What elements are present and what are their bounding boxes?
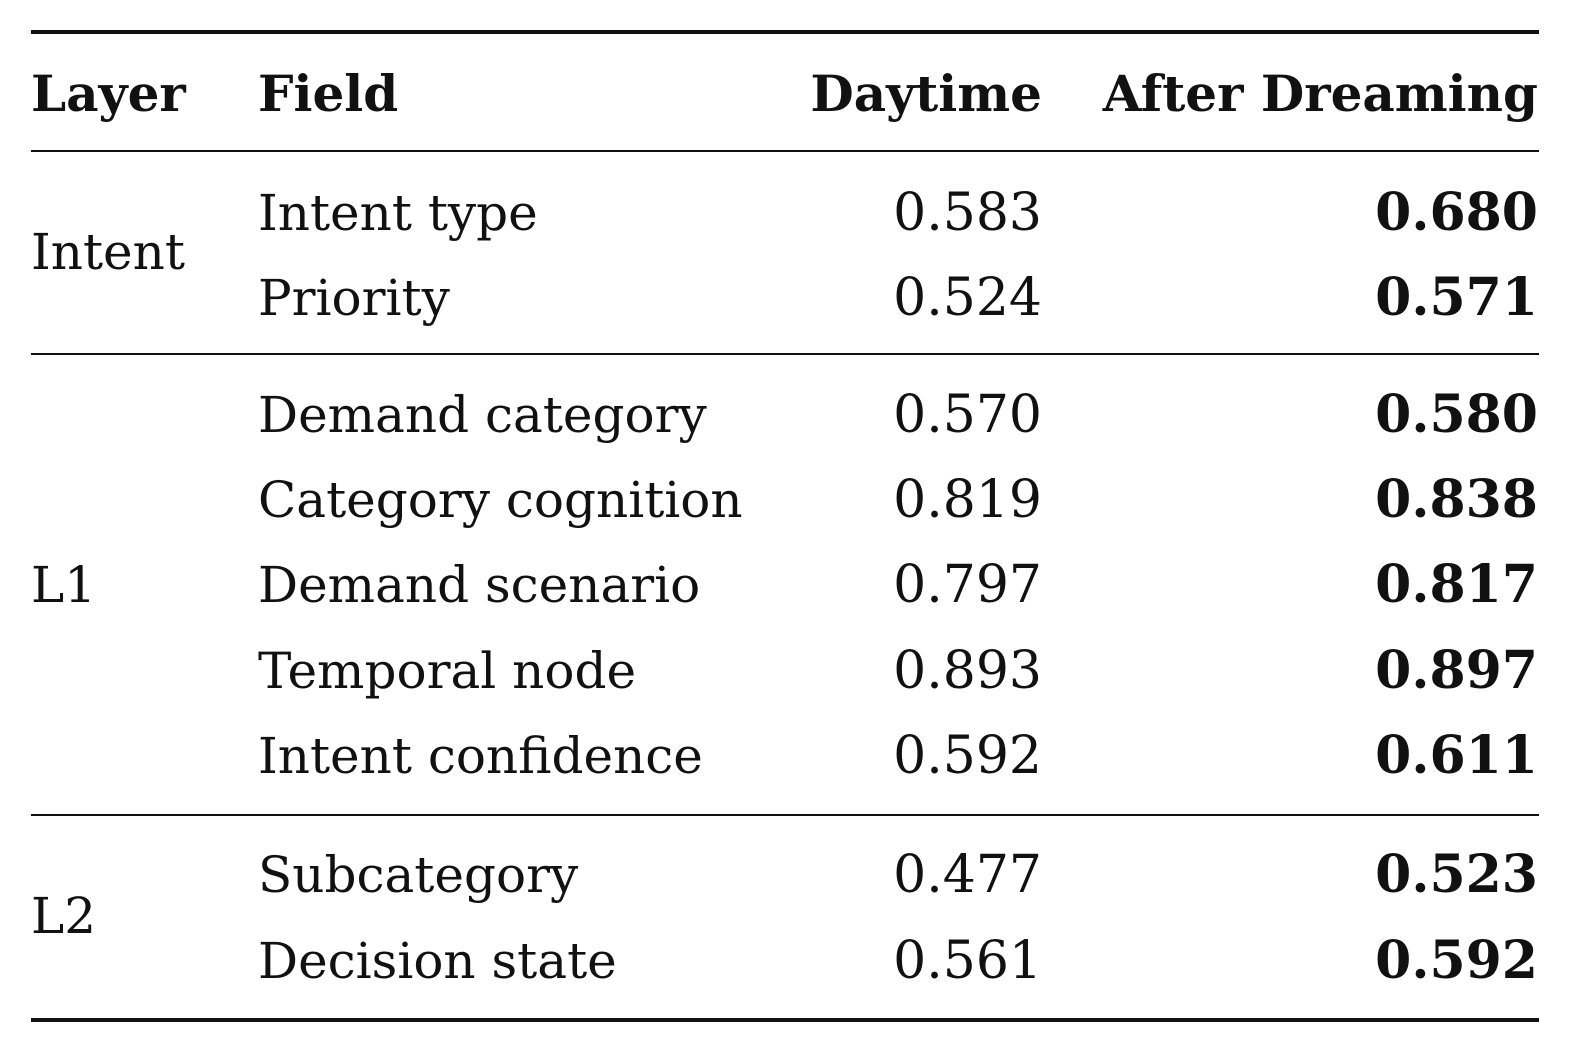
after-dreaming-value: 0.817 — [1375, 554, 1538, 615]
field-label: Subcategory — [258, 846, 579, 904]
field-label: Intent confidence — [258, 727, 703, 785]
field-label: Demand category — [258, 386, 707, 444]
daytime-value: 0.561 — [893, 931, 1042, 991]
layer-label: L2 — [31, 887, 97, 945]
group-divider — [31, 814, 1539, 816]
layer-label: L1 — [31, 556, 97, 614]
after-dreaming-value: 0.838 — [1375, 469, 1538, 530]
header-daytime: Daytime — [810, 64, 1042, 123]
after-dreaming-value: 0.680 — [1375, 182, 1538, 243]
daytime-value: 0.819 — [893, 470, 1042, 530]
field-label: Decision state — [258, 932, 617, 990]
daytime-value: 0.583 — [893, 183, 1042, 243]
daytime-value: 0.893 — [893, 641, 1042, 701]
after-dreaming-value: 0.571 — [1375, 267, 1538, 328]
field-label: Priority — [258, 269, 450, 327]
field-label: Category cognition — [258, 471, 743, 529]
field-label: Demand scenario — [258, 556, 701, 614]
daytime-value: 0.797 — [893, 555, 1042, 615]
after-dreaming-value: 0.611 — [1375, 725, 1538, 786]
header-rule — [31, 150, 1539, 152]
table-top-rule — [31, 30, 1539, 34]
daytime-value: 0.477 — [893, 845, 1042, 905]
layer-label: Intent — [31, 223, 185, 281]
after-dreaming-value: 0.592 — [1375, 930, 1538, 991]
header-after-dreaming: After Dreaming — [1102, 64, 1538, 123]
header-layer: Layer — [31, 64, 186, 123]
field-label: Intent type — [258, 184, 538, 242]
daytime-value: 0.524 — [893, 268, 1042, 328]
header-field: Field — [258, 64, 399, 123]
group-divider — [31, 353, 1539, 355]
field-label: Temporal node — [258, 642, 637, 700]
daytime-value: 0.570 — [893, 385, 1042, 445]
after-dreaming-value: 0.897 — [1375, 640, 1538, 701]
table-bottom-rule — [31, 1018, 1539, 1022]
daytime-value: 0.592 — [893, 726, 1042, 786]
after-dreaming-value: 0.523 — [1375, 844, 1538, 905]
after-dreaming-value: 0.580 — [1375, 384, 1538, 445]
